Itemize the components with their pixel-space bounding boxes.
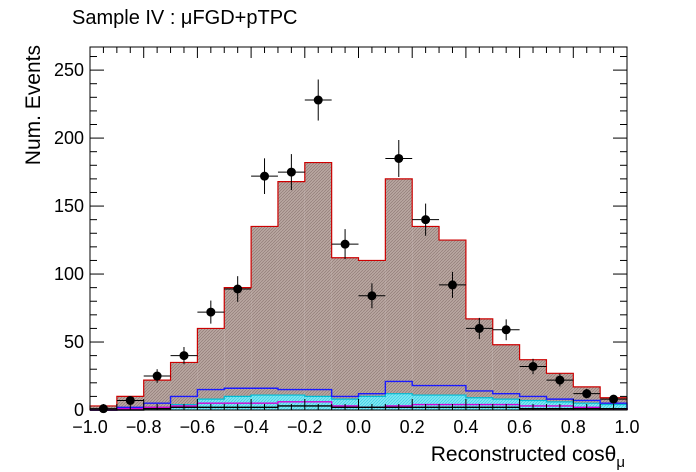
total-prediction-bar <box>197 328 225 410</box>
x-axis-label: Reconstructed cosθμ <box>431 443 625 471</box>
total-prediction-bar <box>385 178 413 410</box>
x-tick-label: 0.0 <box>346 417 371 437</box>
x-tick-label: −0.2 <box>287 417 323 437</box>
axes-layer: −1.0 −0.8 −0.6 −0.4 −0.2 0.0 0.2 0.4 0.6 0.8 1.0 0 5… <box>54 46 640 437</box>
total-prediction-bar <box>170 362 198 410</box>
data-layer <box>90 79 627 414</box>
data-point <box>394 153 404 163</box>
cyan-component-bar <box>412 395 440 410</box>
x-tick-label: −0.6 <box>180 417 216 437</box>
x-tick-label: 1.0 <box>614 417 639 437</box>
x-tick-label: −0.8 <box>126 417 162 437</box>
y-tick-label: 250 <box>54 60 84 80</box>
y-tick-label: 200 <box>54 128 84 148</box>
x-tick-label: 0.4 <box>453 417 478 437</box>
data-point <box>582 389 592 399</box>
data-point <box>367 291 377 301</box>
total-prediction-bar <box>412 226 440 410</box>
x-tick-label: −1.0 <box>72 417 108 437</box>
x-tick-label: 0.8 <box>561 417 586 437</box>
data-point <box>286 167 296 177</box>
total-prediction-bar <box>331 257 359 410</box>
data-point <box>340 239 350 249</box>
total-prediction-bar <box>224 287 252 410</box>
x-axis-label-subscript: μ <box>616 454 625 471</box>
y-tick-label: 50 <box>64 332 84 352</box>
plot-area <box>89 161 628 411</box>
data-point <box>233 284 243 294</box>
cyan-component-bar <box>439 395 466 410</box>
y-tick-label: 0 <box>74 400 84 420</box>
x-tick-label: −0.4 <box>233 417 269 437</box>
data-point <box>260 171 270 181</box>
data-point <box>421 215 431 225</box>
data-point <box>501 325 511 335</box>
data-point <box>528 361 538 371</box>
data-point <box>609 394 619 404</box>
data-point <box>179 351 189 361</box>
y-axis-label: Num. Events <box>22 45 45 165</box>
data-point <box>447 280 457 290</box>
data-point <box>152 371 162 381</box>
chart-title: Sample IV : μFGD+pTPC <box>72 7 297 29</box>
total-prediction-bar <box>251 226 278 410</box>
data-point <box>555 375 565 385</box>
total-prediction-bar <box>439 240 466 410</box>
blue-component-step-line <box>90 380 628 411</box>
total-prediction-bar <box>358 260 386 410</box>
x-tick-label: 0.6 <box>507 417 532 437</box>
y-tick-label: 150 <box>54 196 84 216</box>
data-point <box>313 95 323 105</box>
data-point <box>125 395 135 405</box>
total-prediction-bar <box>277 181 305 410</box>
data-point <box>474 323 484 333</box>
total-prediction-bar <box>304 162 332 410</box>
total-prediction-outline <box>89 161 628 410</box>
x-axis-label-main: Reconstructed cosθ <box>431 443 617 466</box>
y-tick-label: 100 <box>54 264 84 284</box>
data-point <box>206 307 216 317</box>
x-tick-label: 0.2 <box>400 417 425 437</box>
